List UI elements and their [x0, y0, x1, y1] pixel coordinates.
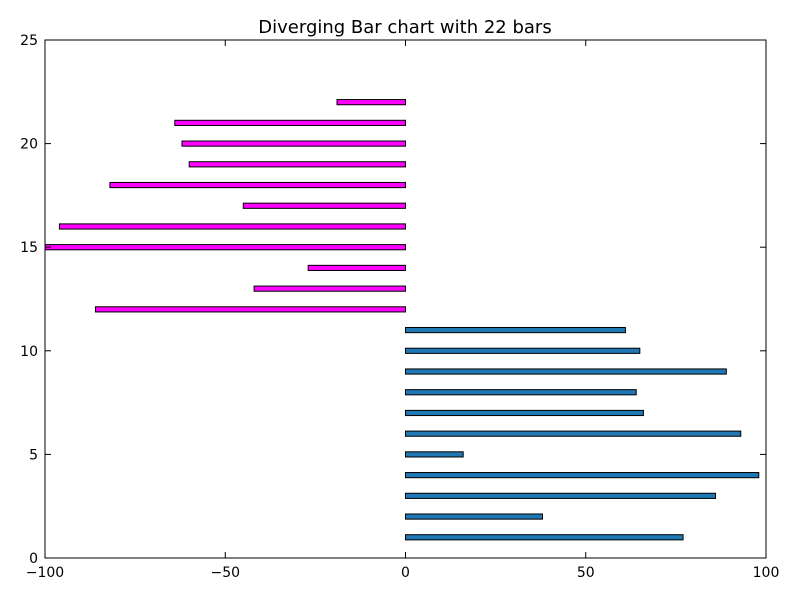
x-tick-label: 0 — [401, 565, 410, 581]
bar-2-16 — [58, 223, 406, 230]
bar-2-15 — [44, 244, 406, 251]
y-tick-label: 25 — [20, 33, 38, 49]
y-tick-label: 15 — [20, 240, 38, 256]
bar-2-17 — [242, 202, 406, 209]
y-tick-label: 0 — [29, 551, 38, 567]
bar-1-4 — [405, 472, 760, 479]
bar-2-21 — [174, 119, 406, 126]
bars-group — [44, 99, 760, 541]
bar-1-10 — [405, 347, 641, 354]
bar-1-8 — [405, 389, 637, 396]
bar-2-13 — [253, 285, 406, 292]
bar-1-7 — [405, 409, 644, 417]
bar-1-6 — [405, 430, 742, 437]
bar-1-3 — [405, 492, 717, 499]
y-tick-label: 5 — [29, 447, 38, 463]
x-tick-label: 100 — [753, 565, 780, 581]
bar-2-14 — [307, 264, 407, 272]
bar-1-5 — [405, 451, 464, 458]
bar-1-11 — [405, 326, 626, 334]
y-tick-label: 10 — [20, 344, 38, 360]
bar-2-22 — [336, 99, 406, 106]
y-tick-label: 20 — [20, 137, 38, 153]
bar-2-18 — [109, 181, 406, 189]
bar-1-9 — [405, 368, 727, 375]
plot-frame — [44, 39, 767, 559]
bar-2-20 — [181, 140, 406, 147]
bar-2-12 — [94, 306, 406, 313]
bar-2-19 — [188, 161, 406, 168]
chart-title: Diverging Bar chart with 22 bars — [258, 17, 551, 38]
bar-1-1 — [405, 534, 684, 541]
x-tick-label: −50 — [210, 565, 240, 581]
x-tick-label: 50 — [577, 565, 595, 581]
bar-1-2 — [405, 513, 543, 520]
x-tick-label: −100 — [26, 565, 64, 581]
axes-group: −100 −50 0 50 100 0 5 10 15 20 25 — [20, 33, 779, 581]
